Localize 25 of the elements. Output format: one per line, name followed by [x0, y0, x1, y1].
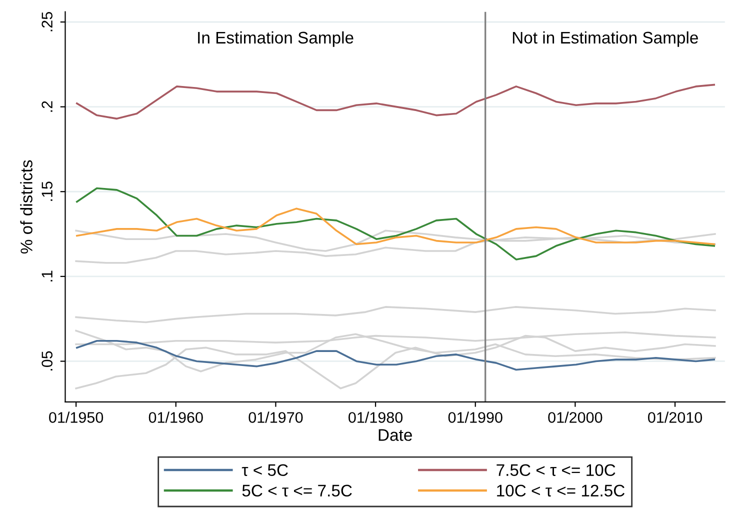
legend-label: τ < 5C [242, 464, 288, 476]
x-tick-label: 01/1980 [348, 412, 403, 423]
x-axis-title: Date [378, 429, 412, 441]
y-tick-label: .05 [42, 351, 52, 370]
legend-label: 10C < τ <= 12.5C [497, 484, 625, 497]
legend-label: 5C < τ <= 7.5C [242, 484, 352, 497]
annotation: Not in Estimation Sample [512, 31, 698, 47]
y-tick-label: .25 [42, 12, 52, 32]
line-series [76, 187, 716, 260]
line-series [76, 84, 716, 120]
line-series [76, 340, 716, 371]
line-series [76, 208, 716, 246]
x-tick-label: 01/2010 [648, 412, 702, 423]
y-tick-label: .15 [42, 182, 52, 201]
legend-label: 7.5C < τ <= 10C [496, 464, 616, 476]
line-series [75, 306, 716, 324]
x-tick-label: 01/1970 [248, 412, 303, 423]
y-axis-title: % of districts [20, 160, 32, 254]
x-tick-label: 01/1990 [448, 412, 502, 423]
y-tick-label: .2 [42, 101, 52, 112]
x-tick-label: 01/1960 [148, 412, 203, 423]
annotation: In Estimation Sample [198, 31, 354, 47]
x-tick-label: 01/1950 [49, 412, 104, 423]
y-tick-label: .1 [42, 270, 52, 282]
x-tick-label: 01/2000 [548, 412, 602, 423]
